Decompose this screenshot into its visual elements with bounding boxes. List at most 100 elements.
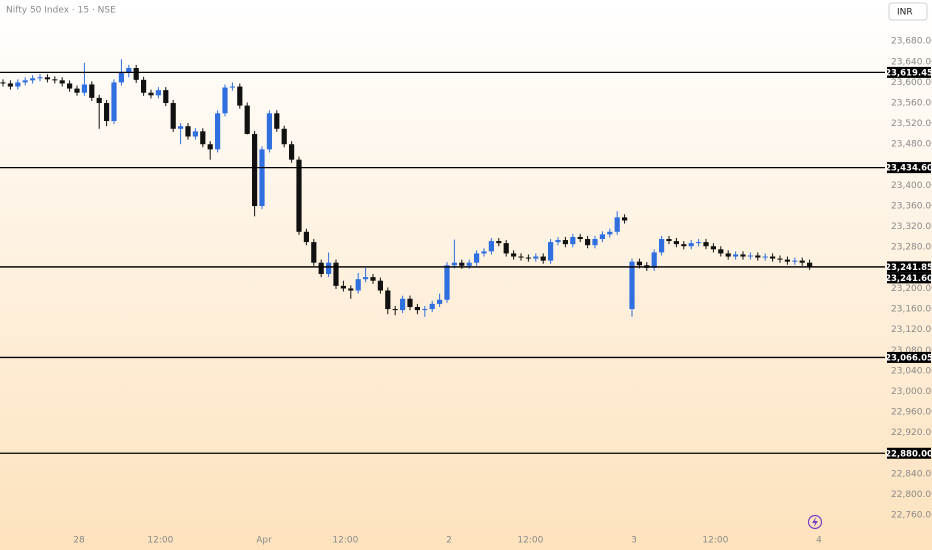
candle-body bbox=[688, 243, 694, 247]
candle-body bbox=[289, 144, 295, 160]
candle-body bbox=[592, 239, 598, 246]
currency[interactable]: INR bbox=[897, 8, 913, 18]
candle-body bbox=[303, 231, 309, 243]
candle-body bbox=[22, 80, 28, 83]
candle-body bbox=[503, 243, 509, 254]
candle-body bbox=[673, 241, 679, 245]
y-tick-label: 23,560.00 bbox=[891, 99, 932, 109]
candle-body bbox=[792, 260, 798, 262]
candle-body bbox=[370, 277, 376, 281]
level-label-box bbox=[887, 272, 931, 284]
level-label: 23,241.60 bbox=[885, 274, 932, 284]
candle-body bbox=[770, 256, 776, 259]
level-label-box bbox=[887, 162, 931, 174]
x-tick-label: 12:00 bbox=[702, 536, 728, 546]
x-tick-label: 12:00 bbox=[147, 536, 173, 546]
candle-body bbox=[155, 90, 161, 96]
x-tick-label: 2 bbox=[446, 536, 452, 546]
candle-body bbox=[200, 131, 206, 145]
candle-body bbox=[511, 253, 517, 257]
y-tick-label: 23,360.00 bbox=[891, 202, 932, 212]
candle-body bbox=[451, 262, 457, 266]
candle-body bbox=[274, 113, 280, 129]
candle-body bbox=[259, 149, 265, 207]
candle-body bbox=[67, 83, 73, 89]
candle-body bbox=[37, 77, 43, 79]
candle-body bbox=[7, 83, 13, 87]
candle-body bbox=[318, 262, 324, 275]
candle-body bbox=[281, 128, 287, 145]
x-tick-label: 28 bbox=[73, 536, 85, 546]
candle-body bbox=[296, 159, 302, 232]
candle-body bbox=[178, 126, 184, 129]
candle-body bbox=[784, 259, 790, 262]
candle-body bbox=[777, 258, 783, 260]
candle-body bbox=[133, 67, 139, 80]
candle-body bbox=[52, 79, 58, 81]
candle-body bbox=[629, 261, 635, 310]
candle-body bbox=[622, 217, 628, 221]
candle-body bbox=[703, 242, 709, 247]
y-tick-label: 23,320.00 bbox=[891, 222, 932, 232]
candle-body bbox=[651, 252, 657, 268]
y-tick-label: 22,920.00 bbox=[891, 428, 932, 438]
y-tick-label: 23,200.00 bbox=[891, 284, 932, 294]
currency-box[interactable] bbox=[888, 2, 928, 21]
level-label-box bbox=[887, 261, 931, 273]
candle-body bbox=[540, 256, 546, 261]
candle-body bbox=[696, 242, 702, 244]
y-tick-label: 23,280.00 bbox=[891, 243, 932, 253]
x-tick-label: 12:00 bbox=[517, 536, 543, 546]
candle-body bbox=[555, 240, 561, 243]
candle-body bbox=[148, 92, 154, 96]
candle-body bbox=[466, 262, 472, 266]
level-label-box bbox=[887, 66, 931, 78]
y-tick-label: 23,000.00 bbox=[891, 387, 932, 397]
y-tick-label: 23,080.00 bbox=[891, 346, 932, 356]
candle-body bbox=[429, 303, 435, 310]
candle-body bbox=[681, 244, 687, 247]
candle-body bbox=[326, 262, 332, 275]
candle-body bbox=[0, 82, 6, 84]
candle-body bbox=[311, 242, 317, 263]
candle-body bbox=[266, 113, 272, 150]
y-tick-label: 22,840.00 bbox=[891, 469, 932, 479]
y-tick-label: 23,400.00 bbox=[891, 181, 932, 191]
candle-body bbox=[607, 231, 613, 235]
candle-body bbox=[666, 239, 672, 242]
lightning-icon[interactable] bbox=[807, 514, 823, 530]
candle-body bbox=[348, 288, 354, 291]
candle-body bbox=[385, 290, 391, 310]
level-label: 23,619.45 bbox=[885, 68, 932, 78]
candle-body bbox=[96, 97, 102, 104]
candle-body bbox=[459, 262, 465, 266]
x-tick-label: 3 bbox=[631, 536, 637, 546]
candle-body bbox=[355, 279, 361, 291]
candle-body bbox=[340, 285, 346, 289]
candle-body bbox=[400, 298, 406, 311]
candle-body bbox=[170, 103, 176, 129]
candle-body bbox=[59, 80, 65, 84]
candle-body bbox=[562, 240, 568, 245]
candle-body bbox=[333, 262, 339, 286]
y-tick-label: 22,800.00 bbox=[891, 490, 932, 500]
x-tick-label: 4 bbox=[816, 536, 822, 546]
candle-body bbox=[577, 236, 583, 240]
candle-body bbox=[496, 241, 502, 244]
candle-body bbox=[215, 113, 221, 150]
y-tick-label: 23,120.00 bbox=[891, 325, 932, 335]
candle-body bbox=[104, 103, 110, 122]
level-label-box bbox=[887, 447, 931, 459]
candle-body bbox=[222, 87, 228, 114]
candle-body bbox=[548, 242, 554, 261]
candle-body bbox=[585, 239, 591, 246]
candle-body bbox=[163, 90, 169, 104]
y-tick-label: 22,760.00 bbox=[891, 511, 932, 521]
candle-body bbox=[488, 241, 494, 252]
candle-body bbox=[192, 131, 198, 137]
y-tick-label: 23,040.00 bbox=[891, 366, 932, 376]
candle-body bbox=[747, 255, 753, 257]
candle-body bbox=[74, 88, 80, 93]
